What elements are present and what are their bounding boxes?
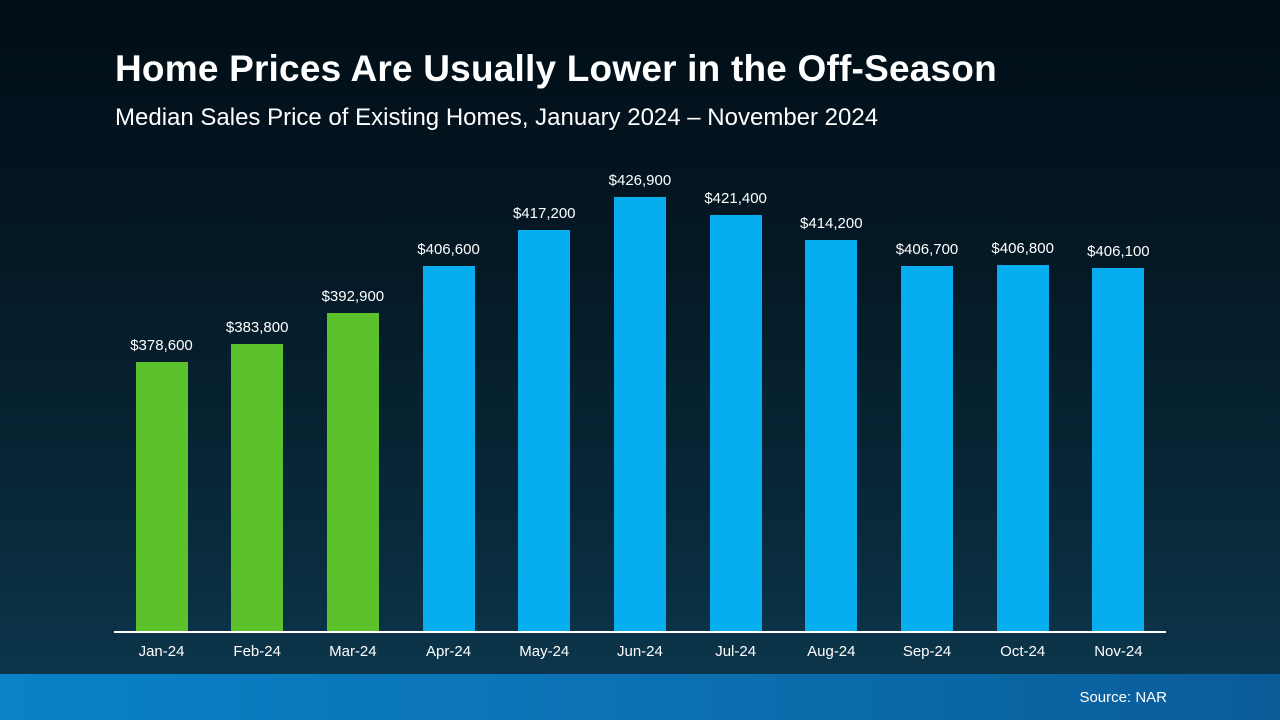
bar-value-label: $378,600 xyxy=(130,337,193,354)
bar-apr-24 xyxy=(422,266,475,631)
bar-aug-24 xyxy=(805,240,858,631)
source-label: Source: NAR xyxy=(1079,688,1167,706)
bar-value-label: $406,100 xyxy=(1087,243,1150,260)
x-axis-label: Oct-24 xyxy=(1000,643,1046,660)
x-axis-line xyxy=(114,631,1166,633)
bar-column: $406,100 xyxy=(1071,243,1166,631)
bar-nov-24 xyxy=(1092,268,1145,631)
bar-sep-24 xyxy=(901,266,953,631)
bar-column: $414,200 xyxy=(784,215,879,631)
bar-value-label: $406,700 xyxy=(895,241,959,258)
x-axis-label: Feb-24 xyxy=(233,643,281,660)
bar-column: $383,800 xyxy=(210,319,305,631)
x-axis-labels: Jan-24 Feb-24 Mar-24 Apr-24 May-24 Jun-24 Jul-… xyxy=(114,643,1166,660)
bar-value-label: $414,200 xyxy=(800,215,863,232)
bar-value-label: $406,800 xyxy=(991,240,1054,257)
bar-value-label: $406,600 xyxy=(417,241,480,258)
bar-column: $378,600 xyxy=(114,337,209,631)
x-axis-label: Aug-24 xyxy=(807,643,856,660)
page-subtitle: Median Sales Price of Existing Homes, Ja… xyxy=(115,104,879,131)
bar-feb-24 xyxy=(231,344,284,631)
bar-oct-24 xyxy=(996,265,1049,631)
bar-may-24 xyxy=(518,230,571,631)
x-axis-label: Mar-24 xyxy=(329,643,377,660)
bar-column: $417,200 xyxy=(497,205,592,631)
bar-column: $421,400 xyxy=(688,190,783,631)
bar-value-label: $392,900 xyxy=(321,288,385,305)
bar-mar-24 xyxy=(326,313,379,631)
bar-value-label: $421,400 xyxy=(704,190,767,207)
bar-column: $406,700 xyxy=(880,241,975,631)
x-axis-label: Jun-24 xyxy=(617,643,663,660)
bar-column: $392,900 xyxy=(305,288,400,631)
x-axis-label: Apr-24 xyxy=(426,643,472,660)
x-axis-label: May-24 xyxy=(519,643,570,660)
bar-jun-24 xyxy=(613,197,666,631)
chart-header: Home Prices Are Usually Lower in the Off… xyxy=(115,48,997,132)
bar-value-label: $426,900 xyxy=(608,172,672,189)
bar-value-label: $417,200 xyxy=(512,205,576,222)
footer-bar: Source: NAR xyxy=(0,674,1280,720)
bar-chart: $378,600 $383,800 $392,900 $406,600 $417,200… xyxy=(114,160,1166,660)
plot-area: $378,600 $383,800 $392,900 $406,600 $417,200… xyxy=(114,160,1166,631)
x-axis-label: Jul-24 xyxy=(715,643,757,660)
bar-jul-24 xyxy=(709,215,762,631)
x-axis-label: Jan-24 xyxy=(138,643,185,660)
bar-jan-24 xyxy=(135,362,188,631)
bar-column: $406,600 xyxy=(401,241,496,631)
page-title: Home Prices Are Usually Lower in the Off… xyxy=(115,48,997,89)
bar-column: $406,800 xyxy=(975,240,1070,631)
x-axis-label: Sep-24 xyxy=(902,643,952,660)
bar-column: $426,900 xyxy=(592,172,687,631)
bar-value-label: $383,800 xyxy=(225,319,289,336)
x-axis-label: Nov-24 xyxy=(1094,643,1143,660)
